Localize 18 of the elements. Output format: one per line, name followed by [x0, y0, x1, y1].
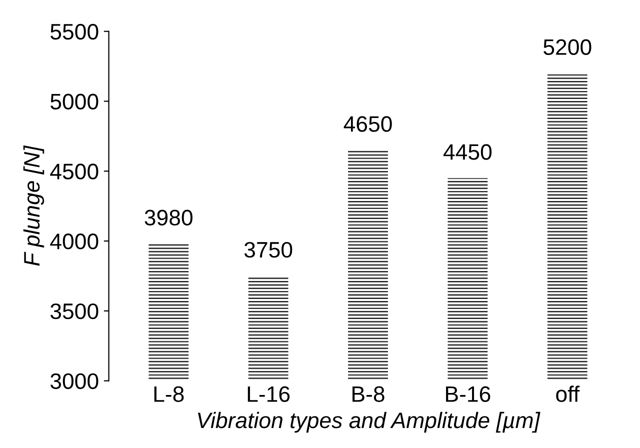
y-tick-label: 4000 — [50, 234, 98, 250]
x-axis-title: Vibration types and Amplitude [µm] — [198, 412, 540, 433]
data-label: 3750 — [244, 242, 292, 258]
data-label: 3980 — [144, 210, 192, 226]
x-tick-label: L-16 — [248, 386, 290, 402]
x-tick-label: L-8 — [154, 386, 184, 402]
y-tick-label: 5500 — [50, 24, 98, 40]
y-tick-label: 3000 — [50, 373, 98, 390]
y-tick-label: 4500 — [50, 164, 98, 180]
x-tick-label: off — [556, 386, 580, 402]
x-tick-label: B-8 — [352, 386, 384, 402]
data-label: 4450 — [443, 144, 492, 160]
y-tick-label: 3500 — [50, 303, 98, 320]
x-tick-label: B-16 — [446, 386, 490, 402]
y-axis-title: F plunge [N] — [23, 145, 44, 266]
y-tick-label: 5000 — [50, 94, 98, 110]
data-label: 5200 — [544, 39, 592, 56]
data-label: 4650 — [344, 116, 392, 132]
